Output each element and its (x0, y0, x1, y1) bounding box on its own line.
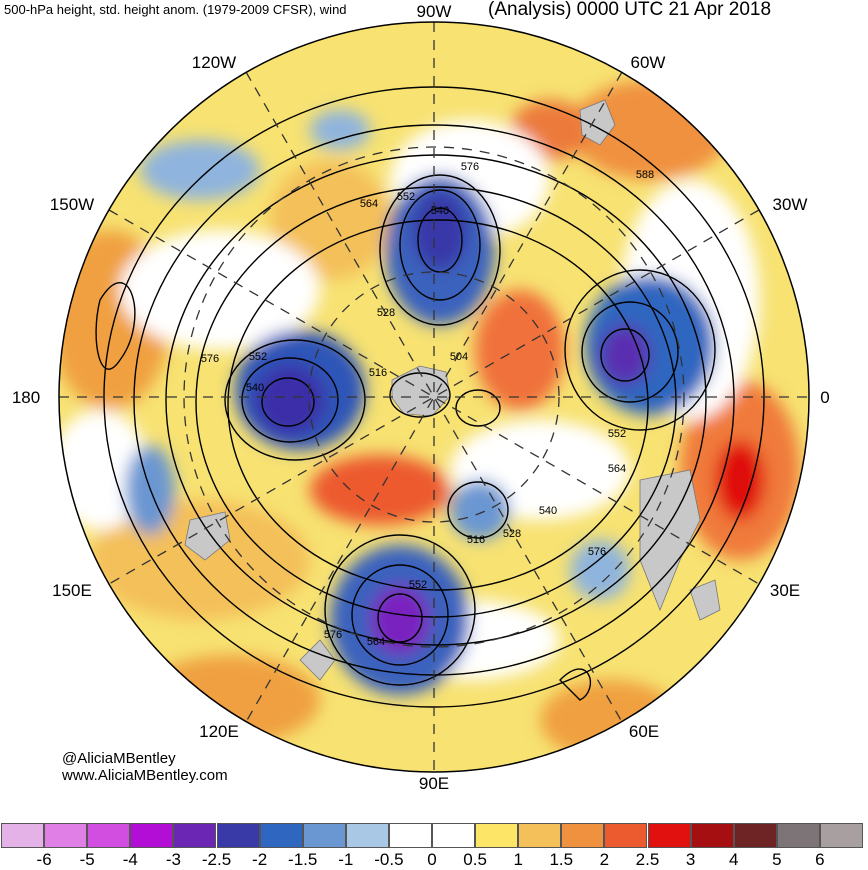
colorbar-segment (44, 823, 88, 848)
colorbar: -6 -5 -4 -3 -2.5 -2 -1.5 -1 -0.5 0 0.5 1 1.5 2 2.5 3 4 5 6 (0, 820, 868, 869)
map-title: 500-hPa height, std. height anom. (1979-… (4, 2, 347, 17)
colorbar-tick-label: -5 (79, 850, 95, 869)
colorbar-segment (259, 823, 303, 848)
contour-label: 576 (461, 161, 479, 173)
contour-label: 576 (201, 353, 219, 365)
colorbar-segment (87, 823, 131, 848)
contour-label: 516 (467, 534, 485, 546)
colorbar-tick-label: 4 (728, 850, 739, 869)
colorbar-tick-label: -1 (338, 850, 354, 869)
colorbar-segment (302, 823, 346, 848)
colorbar-tick-label: 0.5 (463, 850, 487, 869)
graticule (59, 22, 809, 772)
contour-label: 540 (431, 205, 449, 217)
colorbar-segment (475, 823, 519, 848)
colorbar-tick-label: -2 (252, 850, 268, 869)
colorbar-tick-label: 3 (685, 850, 696, 869)
colorbar-tick-label: -6 (36, 850, 52, 869)
contour-label: 552 (608, 428, 626, 440)
colorbar-segment (388, 823, 432, 848)
lon-label-90w: 90W (417, 2, 452, 21)
colorbar-segment (690, 823, 734, 848)
lon-label-150w: 150W (50, 195, 94, 214)
lon-label-30e: 30E (770, 581, 800, 600)
lon-label-90e: 90E (419, 774, 449, 793)
contour-label: 564 (608, 463, 626, 475)
colorbar-tick-label: 2.5 (635, 850, 660, 869)
credit-website: www.AliciaMBentley.com (62, 767, 228, 784)
contour-label: 576 (324, 629, 342, 641)
colorbar-tick-label: 6 (815, 850, 825, 869)
polar-map: 90W 120W 60W 150W 30W 180 0 150E 30E 120… (12, 2, 830, 793)
contour-label: 504 (450, 351, 468, 363)
colorbar-tick-label: -1.5 (288, 850, 318, 869)
lon-label-60e: 60E (629, 722, 659, 741)
colorbar-tick-label: -3 (165, 850, 181, 869)
contour-label: 540 (539, 505, 557, 517)
contour-label: 552 (249, 351, 267, 363)
contour-label: 528 (377, 307, 395, 319)
colorbar-tick-label: 2 (599, 850, 610, 869)
colorbar-segment (819, 823, 863, 848)
longitude-labels: 90W 120W 60W 150W 30W 180 0 150E 30E 120… (12, 2, 830, 793)
colorbar-tick-label: -4 (122, 850, 138, 869)
colorbar-segment (1, 823, 45, 848)
colorbar-segment (647, 823, 691, 848)
colorbar-segment (173, 823, 217, 848)
colorbar-tick-label: 1 (513, 850, 523, 869)
colorbar-segment (518, 823, 562, 848)
lon-label-30w: 30W (773, 195, 808, 214)
lon-label-0: 0 (820, 388, 829, 407)
map-boundary (58, 21, 810, 773)
colorbar-tick-label: -0.5 (374, 850, 404, 869)
credit-handle: @AliciaMBentley (62, 750, 176, 767)
colorbar-segment (776, 823, 820, 848)
contour-label: 540 (246, 382, 264, 394)
colorbar-segment (561, 823, 605, 848)
lon-label-60w: 60W (631, 53, 666, 72)
contour-label: 528 (503, 528, 521, 540)
contour-label: 588 (636, 169, 654, 181)
colorbar-segment (345, 823, 389, 848)
colorbar-segment (604, 823, 648, 848)
contour-label: 552 (409, 579, 427, 591)
contour-label: 564 (367, 636, 385, 648)
colorbar-segment (733, 823, 777, 848)
analysis-time: (Analysis) 0000 UTC 21 Apr 2018 (488, 0, 772, 20)
contour-labels: 576 588 564 552 540 528 576 552 540 504 … (201, 161, 654, 648)
colorbar-segment (130, 823, 174, 848)
contour-label: 516 (369, 367, 387, 379)
colorbar-segment (216, 823, 260, 848)
lon-label-150e: 150E (52, 581, 92, 600)
lon-label-120e: 120E (199, 722, 239, 741)
contour-label: 576 (588, 546, 606, 558)
colorbar-tick-label: 1.5 (549, 850, 574, 869)
colorbar-tick-label: 5 (772, 850, 782, 869)
lon-label-180: 180 (12, 388, 40, 407)
colorbar-tick-label: 0 (427, 850, 437, 869)
contour-label: 552 (397, 191, 415, 203)
contour-label: 564 (360, 198, 378, 210)
colorbar-segment (432, 823, 476, 848)
lon-label-120w: 120W (192, 53, 236, 72)
colorbar-tick-label: -2.5 (201, 850, 232, 869)
